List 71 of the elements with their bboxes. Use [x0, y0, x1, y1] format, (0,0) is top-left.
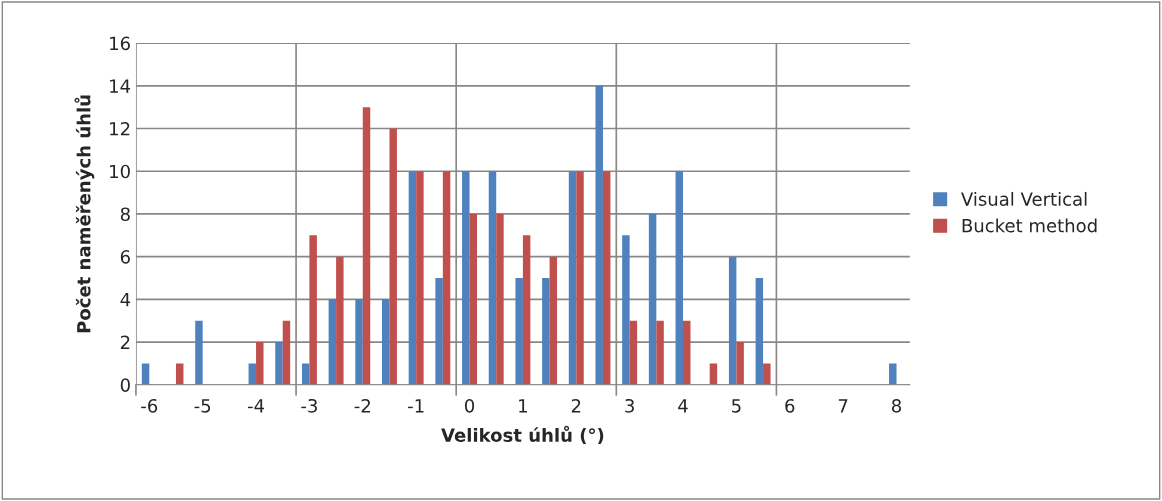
bar: [709, 363, 718, 385]
bar: [469, 213, 477, 385]
y-tick-label: 8: [120, 207, 130, 222]
bar: [175, 363, 184, 385]
x-tick-label: 4: [678, 399, 688, 413]
x-tick-label: -5: [194, 399, 211, 413]
bar: [736, 342, 744, 385]
bar: [542, 277, 550, 385]
bar: [515, 277, 523, 385]
x-tick-label: -1: [408, 399, 424, 413]
bar: [275, 342, 283, 385]
y-tick-label: 12: [110, 121, 130, 136]
bar: [675, 171, 684, 385]
x-tick-label: 6: [785, 398, 795, 413]
y-tick-label: 6: [120, 250, 130, 264]
bar: [282, 320, 291, 385]
y-tick-label: 16: [110, 36, 130, 51]
bar: [648, 213, 657, 385]
bar: [382, 299, 390, 385]
bar: [889, 363, 897, 385]
bar: [728, 256, 737, 385]
bar: [595, 85, 603, 385]
bar: [408, 171, 417, 385]
bar: [462, 171, 470, 385]
bar: [549, 256, 558, 385]
x-tick-label: 0: [464, 398, 475, 413]
bar: [656, 320, 664, 385]
bar: [355, 299, 363, 385]
bar: [496, 213, 504, 385]
bar: [763, 363, 771, 385]
bar: [622, 235, 630, 385]
bar: [195, 320, 203, 385]
bar: [256, 342, 264, 385]
bar: [576, 171, 584, 385]
y-axis-title: Počet naměřených úhlů: [74, 95, 95, 333]
x-tick-label: 8: [891, 398, 902, 413]
bar: [755, 277, 764, 385]
y-tick-label: 4: [120, 293, 131, 307]
x-tick-label: 5: [732, 399, 741, 413]
x-tick-label: -2: [354, 398, 370, 413]
x-tick-label: 2: [571, 398, 581, 413]
bar: [488, 171, 497, 385]
x-tick-label: 1: [519, 399, 527, 413]
y-tick-label: 0: [120, 378, 130, 392]
bar: [248, 363, 257, 385]
x-tick-label: -3: [301, 398, 317, 413]
y-tick-label: 10: [110, 164, 130, 179]
bar: [301, 363, 310, 385]
bar: [389, 128, 397, 385]
bar: [309, 235, 317, 385]
x-axis-title: Velikost úhlů (°): [441, 425, 604, 445]
bar: [442, 171, 451, 385]
x-tick-label: -6: [141, 398, 158, 413]
bar: [362, 107, 371, 385]
bar: [141, 363, 150, 385]
x-tick-label: -4: [247, 399, 265, 413]
bar: [522, 235, 531, 385]
bar: [328, 299, 337, 385]
y-tick-label: 14: [110, 79, 131, 93]
x-tick-label: 7: [838, 399, 848, 413]
legend-label: Bucket method: [962, 218, 1097, 233]
bar: [568, 171, 577, 385]
bar: [683, 320, 691, 385]
legend-label: Visual Vertical: [961, 191, 1087, 206]
x-tick-label: 3: [625, 398, 634, 413]
y-tick-label: 2: [120, 335, 130, 349]
bar: [602, 171, 611, 385]
bar: [435, 277, 443, 385]
bar: [629, 320, 638, 385]
bar: [336, 256, 344, 385]
bar: [416, 171, 424, 385]
